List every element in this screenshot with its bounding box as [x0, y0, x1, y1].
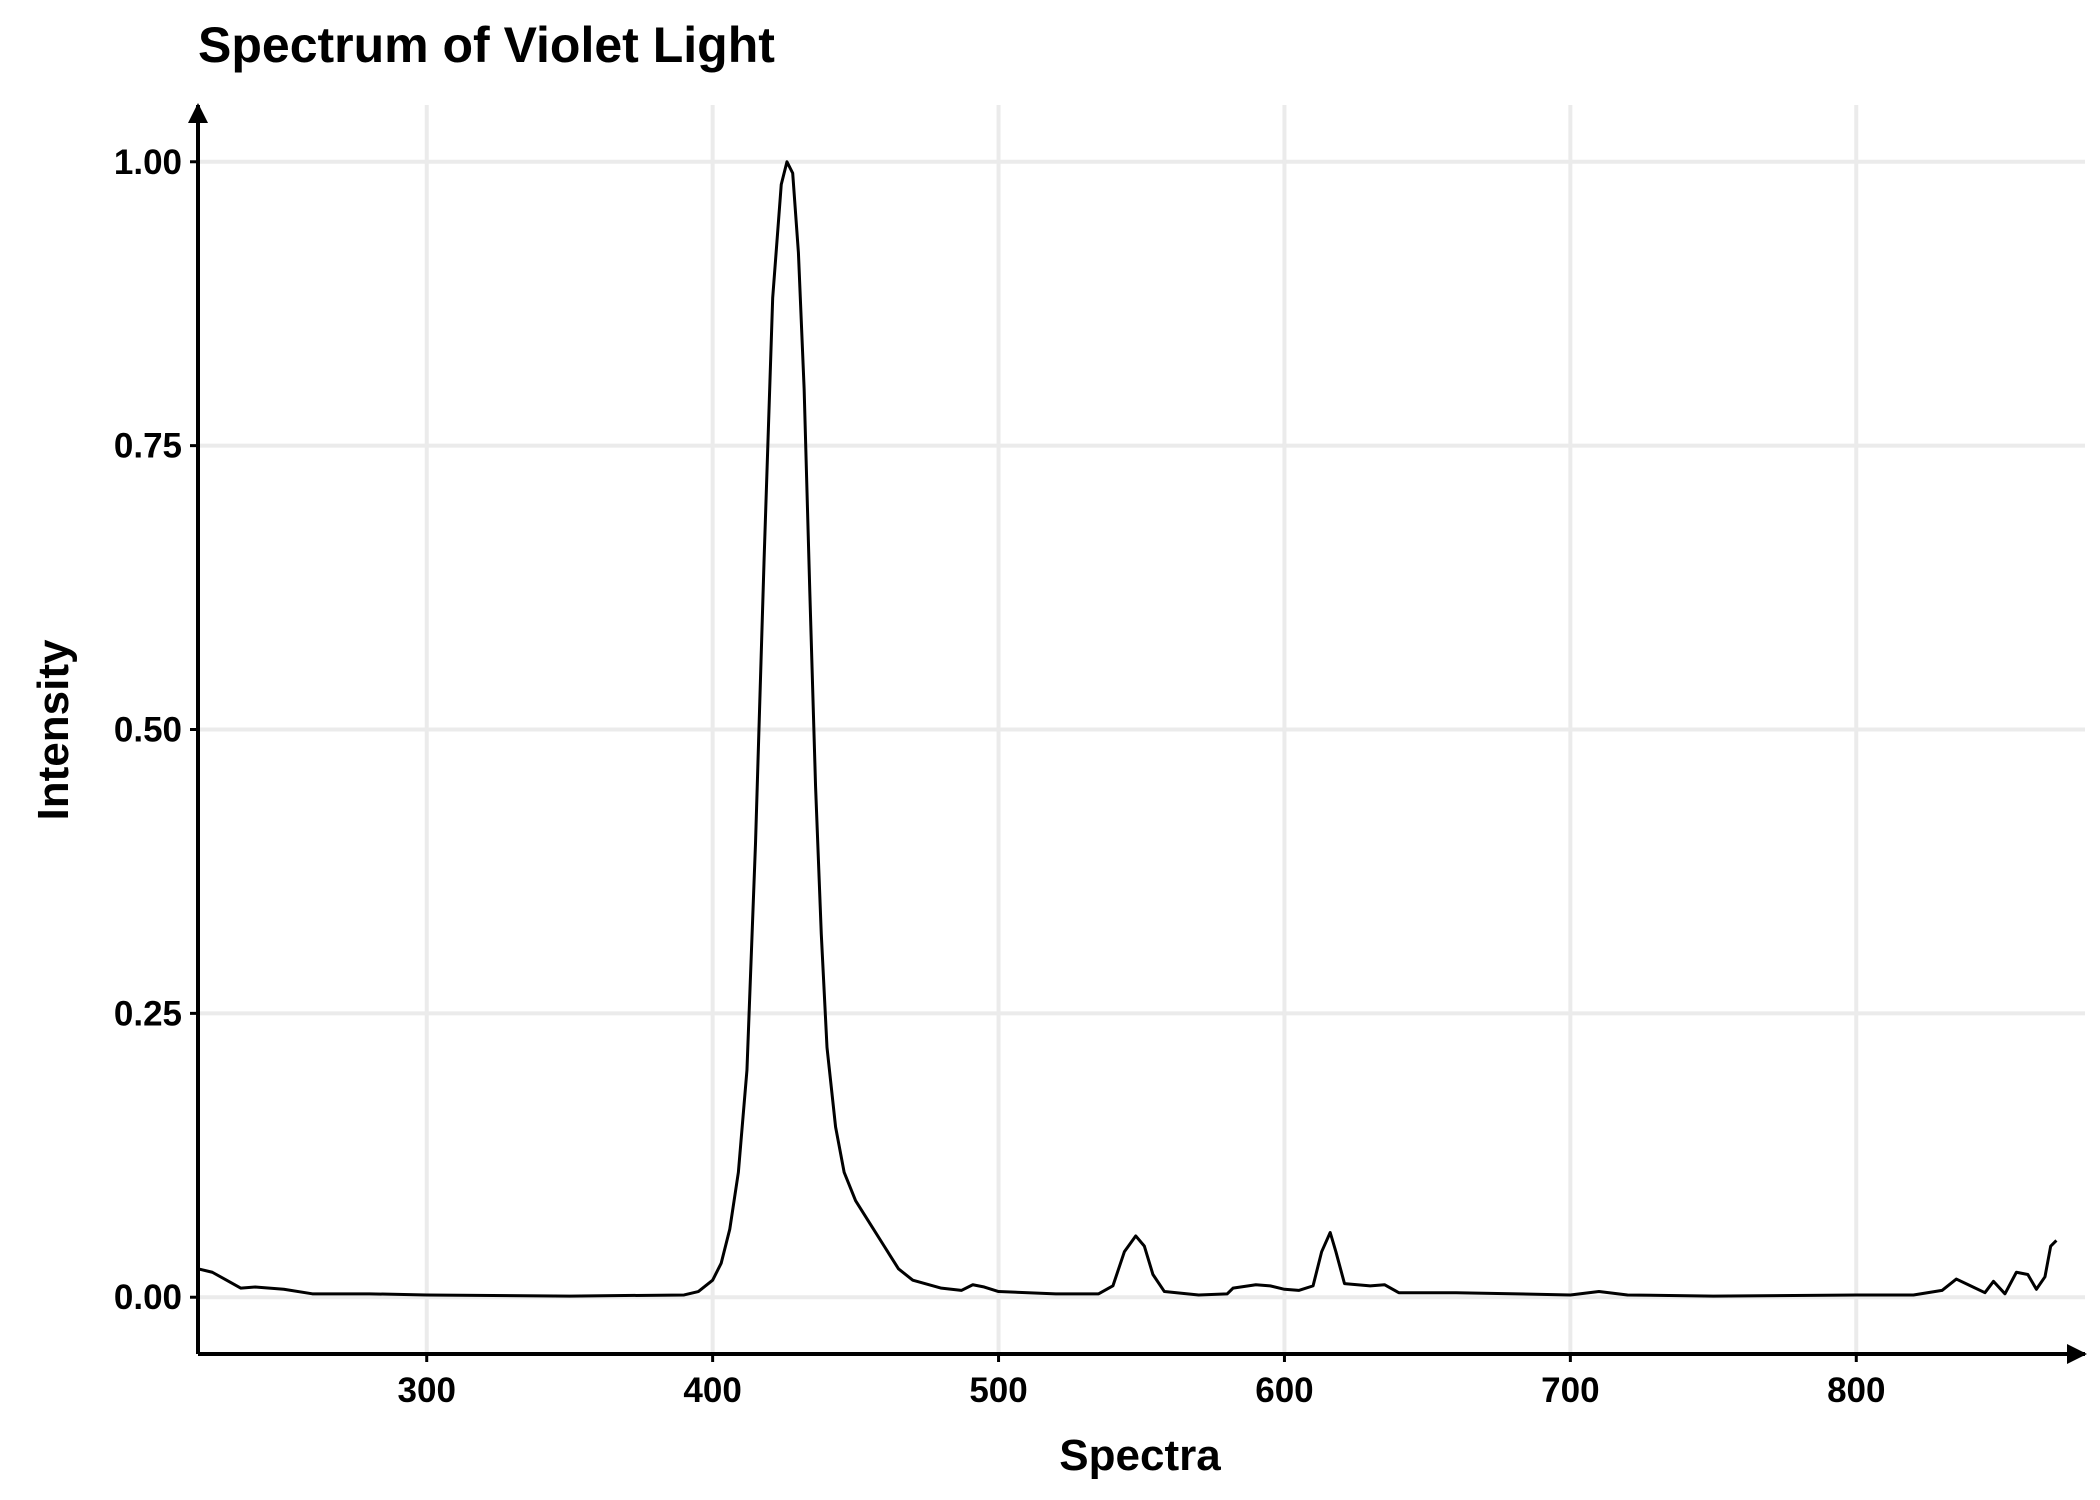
chart-title: Spectrum of Violet Light — [198, 17, 775, 73]
x-tick-label: 800 — [1827, 1371, 1885, 1410]
spectrum-line — [197, 160, 2058, 1298]
x-tick-label: 500 — [969, 1371, 1027, 1410]
x-tick-label: 400 — [683, 1371, 741, 1410]
y-tick-label: 0.75 — [114, 427, 182, 466]
y-tick-label: 0.00 — [114, 1278, 182, 1317]
y-axis-title: Intensity — [29, 639, 78, 820]
x-axis-title: Spectra — [1059, 1431, 1221, 1480]
y-tick-label: 0.50 — [114, 711, 182, 750]
grid — [198, 105, 2085, 1354]
y-tick-label: 1.00 — [114, 143, 182, 182]
x-tick-label: 300 — [398, 1371, 456, 1410]
y-tick-label: 0.25 — [114, 994, 182, 1033]
x-tick-label: 600 — [1255, 1371, 1313, 1410]
x-tick-label: 700 — [1541, 1371, 1599, 1410]
